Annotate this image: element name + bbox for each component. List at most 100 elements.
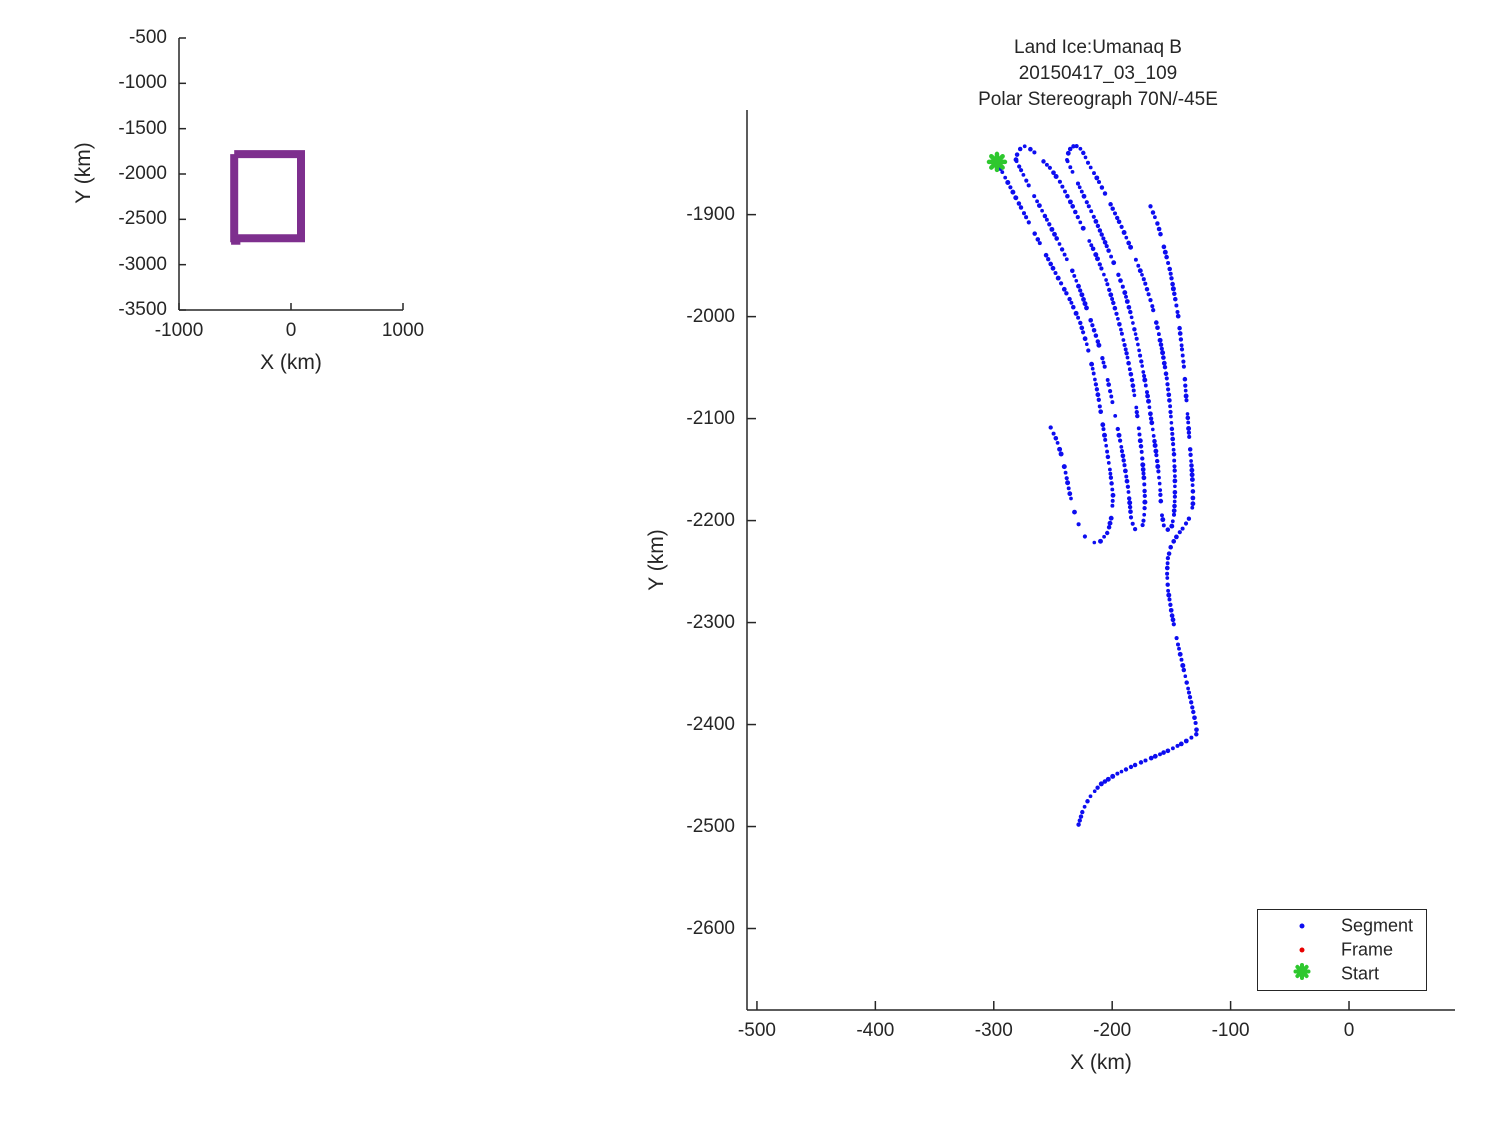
segment-dot — [1171, 508, 1177, 514]
segment-dot — [1003, 175, 1008, 180]
segment-dot — [1101, 360, 1106, 365]
segment-dot — [1096, 342, 1102, 348]
segment-dot — [1115, 215, 1120, 221]
segment-dot — [1184, 680, 1189, 685]
segment-dot — [1170, 286, 1176, 292]
segment-dot — [1172, 478, 1178, 484]
segment-dot — [1058, 451, 1064, 457]
segment-dot — [1120, 453, 1126, 459]
segment-dot — [1013, 157, 1019, 163]
segment-dot — [1082, 804, 1087, 809]
segment-dot — [1132, 393, 1137, 398]
segment-dot — [1089, 243, 1094, 248]
segment-dot — [1168, 404, 1173, 409]
segment-dot — [1161, 244, 1167, 250]
segment-dot — [1122, 290, 1128, 296]
segment-dot — [1161, 360, 1167, 366]
segment-dot — [1126, 360, 1131, 366]
segment-dot — [1108, 292, 1114, 298]
segment-dot — [1076, 315, 1081, 320]
segment-dot — [1103, 437, 1108, 442]
segment-dot — [1108, 515, 1114, 521]
segment-dot — [1117, 322, 1122, 327]
segment-dot — [1132, 762, 1138, 768]
segment-dot — [1078, 146, 1083, 151]
segment-dot — [1166, 387, 1171, 392]
segment-dot — [1171, 442, 1176, 447]
segment-dot — [1036, 203, 1042, 209]
segment-dot — [1127, 504, 1133, 510]
main-y-tick-label: -2100 — [686, 407, 735, 429]
segment-dot — [1131, 321, 1135, 325]
segment-dot — [1140, 523, 1145, 528]
segment-dot — [1035, 237, 1041, 242]
segment-dot — [1085, 799, 1090, 804]
main-y-tick-label: -2500 — [686, 815, 735, 837]
segment-dot — [1177, 331, 1183, 336]
segment-dot — [1175, 743, 1180, 748]
segment-dot — [1108, 471, 1113, 476]
segment-dot — [1147, 405, 1152, 410]
segment-dot — [1183, 388, 1188, 393]
segment-dot — [1102, 432, 1107, 438]
segment-dot — [1171, 539, 1177, 544]
inset-y-tick-label: -3000 — [118, 253, 167, 275]
segment-dot — [1022, 144, 1027, 149]
segment-dot — [1110, 503, 1115, 508]
segment-dot — [1155, 221, 1160, 226]
segment-dot — [1173, 474, 1177, 478]
inset-y-tick-label: -500 — [128, 27, 167, 48]
segment-dot — [1093, 382, 1099, 387]
segment-dot — [1108, 475, 1114, 480]
segment-dot — [1110, 773, 1116, 779]
segment-dot — [1019, 168, 1024, 173]
inset-x-tick-label: 0 — [285, 320, 297, 341]
segment-dot — [1082, 534, 1087, 539]
segment-dot — [1190, 705, 1195, 710]
segment-dot — [1172, 499, 1177, 504]
segment-dot — [1189, 463, 1194, 468]
segment-dot — [1152, 443, 1158, 448]
segment-dot — [1092, 789, 1097, 794]
segment-dot — [1170, 519, 1175, 524]
segment-dot — [1183, 674, 1188, 678]
segment-dot — [1155, 464, 1161, 469]
segment-dot — [1100, 356, 1105, 361]
segment-dot — [1189, 467, 1195, 473]
segment-dot — [1186, 426, 1192, 431]
segment-dot — [1140, 462, 1146, 468]
segment-dot — [1088, 794, 1093, 799]
segment-dot — [1076, 822, 1081, 827]
segment-dot — [1165, 527, 1171, 532]
segment-dot — [1069, 496, 1073, 501]
segment-dot — [1026, 183, 1031, 188]
segment-dot — [1101, 236, 1106, 241]
segment-dot — [1107, 467, 1112, 472]
segment-dot — [1172, 464, 1177, 469]
segment-dot — [1109, 394, 1114, 399]
segment-dot — [1165, 576, 1170, 580]
start-marker — [989, 154, 1005, 170]
segment-dot — [1115, 771, 1120, 776]
segment-dot — [1079, 189, 1084, 194]
segment-dot — [1078, 288, 1083, 293]
segment-dot — [1082, 301, 1088, 307]
segment-dot — [1158, 752, 1162, 757]
segment-dot — [1061, 286, 1067, 292]
segment-dot — [1121, 458, 1126, 463]
segment-dot — [1098, 781, 1104, 787]
segment-dot — [1139, 449, 1144, 454]
segment-dot — [1067, 491, 1073, 497]
segment-dot — [1106, 248, 1111, 253]
segment-dot — [1112, 305, 1118, 311]
segment-dot — [1078, 320, 1083, 326]
segment-dot — [1173, 296, 1178, 302]
inset-y-tick-label: -1000 — [118, 72, 167, 94]
segment-dot — [1186, 420, 1191, 425]
segment-dot — [1065, 157, 1069, 162]
segment-dot — [1024, 215, 1029, 220]
main-y-tick-label: -2000 — [686, 305, 735, 327]
segment-dot — [1067, 199, 1073, 205]
title-line-1: Land Ice:Umanaq B — [1014, 37, 1182, 58]
